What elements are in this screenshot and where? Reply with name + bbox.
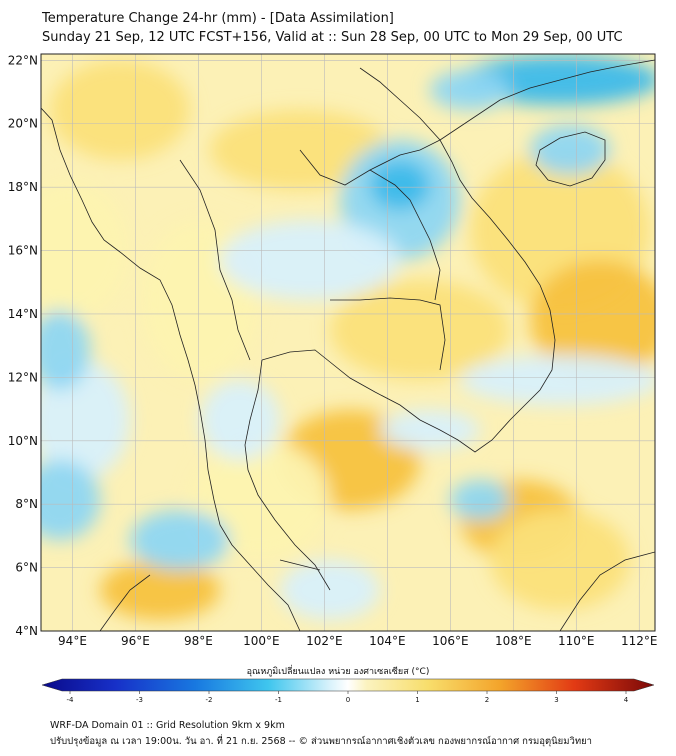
coastline-gulf-east [261, 67, 556, 453]
border-thailand-malaysia [279, 559, 321, 571]
border-laos-vietnam [369, 139, 441, 171]
map-subtitle: Sunday 21 Sep, 12 UTC FCST+156, Valid at… [42, 30, 623, 45]
colorbar-tick-label: 1 [415, 696, 419, 704]
footer-model-info: WRF-DA Domain 01 :: Grid Resolution 9km … [50, 720, 285, 731]
coastline-borneo [559, 551, 655, 631]
colorbar-tick-label: 2 [485, 696, 489, 704]
footer-credit: ปรับปรุงข้อมูล ณ เวลา 19:00น. วัน อา. ที… [50, 736, 592, 747]
colorbar-tick-label: -2 [206, 696, 213, 704]
lon-label: 98°E [184, 634, 213, 648]
map-title: Temperature Change 24-hr (mm) - [Data As… [42, 11, 394, 26]
lon-label: 100°E [243, 634, 280, 648]
lat-label: 16°N [8, 244, 38, 258]
lat-label: 10°N [8, 434, 38, 448]
colorbar-bar [41, 678, 655, 692]
coastlines-and-borders [41, 59, 655, 631]
colorbar-title: อุณหภูมิเปลี่ยนแปลง หน่วย องศาเซลเซียส (… [246, 667, 430, 677]
colorbar-tick-label: -1 [275, 696, 282, 704]
border-thailand-myanmar [179, 159, 251, 361]
coastline-myanmar-west [41, 107, 209, 471]
colorbar-tick-label: 4 [624, 696, 629, 704]
lat-label: 8°N [15, 497, 38, 511]
lon-label: 104°E [369, 634, 406, 648]
lat-label: 4°N [15, 624, 38, 638]
coastline-south-china [439, 59, 655, 141]
lon-label: 108°E [495, 634, 532, 648]
hainan-island [535, 131, 606, 187]
colorbar-tick-label: 3 [554, 696, 558, 704]
colorbar-tick-label: -3 [136, 696, 143, 704]
lon-label: 102°E [306, 634, 343, 648]
coastline-andaman [207, 469, 301, 631]
lon-label: 112°E [621, 634, 658, 648]
latitude-labels: 22°N 20°N 18°N 16°N 14°N 12°N 10°N 8°N 6°N 4°N [8, 53, 38, 638]
colorbar-tick-label: 0 [346, 696, 350, 704]
colorbar-tick-label: -4 [67, 696, 75, 704]
lat-label: 14°N [8, 307, 38, 321]
colorbar: -4 -3 -2 -1 0 1 2 3 4 [41, 678, 655, 704]
border-cambodia [330, 297, 446, 371]
lat-label: 18°N [8, 180, 38, 194]
border-thailand-laos [299, 149, 441, 301]
lat-label: 20°N [8, 117, 38, 131]
lat-label: 6°N [15, 561, 38, 575]
coastline-sumatra [99, 574, 151, 631]
map-gridlines [41, 54, 655, 631]
lat-label: 12°N [8, 370, 38, 384]
lon-label: 96°E [121, 634, 150, 648]
lon-label: 106°E [432, 634, 469, 648]
lat-label: 22°N [8, 53, 38, 67]
temperature-field [41, 54, 655, 631]
map-frame [40, 53, 656, 632]
longitude-labels: 94°E 96°E 98°E 100°E 102°E 104°E 106°E 108°E 110… [58, 634, 657, 648]
coastline-gulf-west [244, 359, 331, 591]
lon-label: 94°E [58, 634, 87, 648]
lon-label: 110°E [558, 634, 595, 648]
